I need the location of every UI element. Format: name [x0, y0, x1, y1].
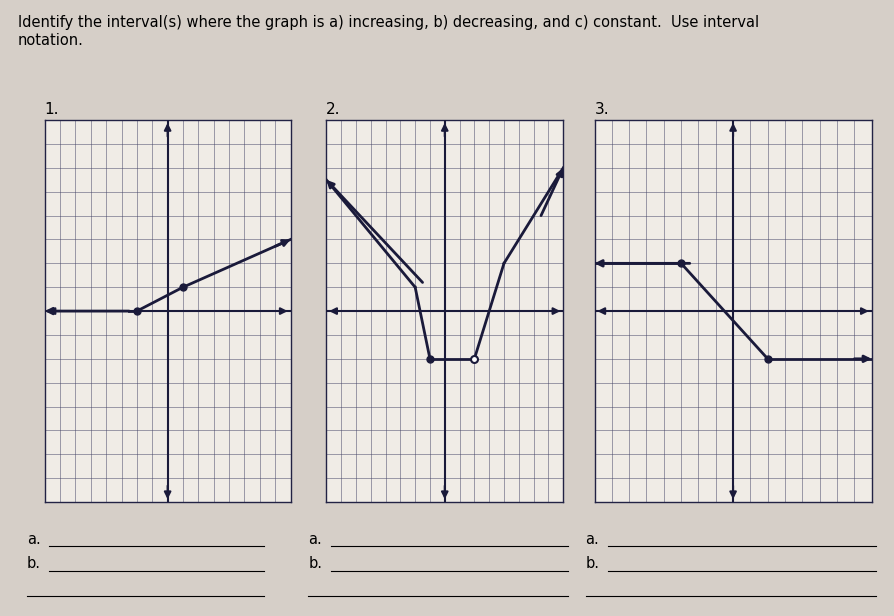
Text: b.: b. [586, 556, 600, 571]
Text: a.: a. [586, 532, 599, 546]
Text: 3.: 3. [595, 102, 609, 117]
Text: a.: a. [308, 532, 322, 546]
Text: 1.: 1. [45, 102, 59, 117]
Text: Identify the interval(s) where the graph is a) increasing, b) decreasing, and c): Identify the interval(s) where the graph… [18, 15, 759, 48]
Text: b.: b. [27, 556, 41, 571]
Text: a.: a. [27, 532, 40, 546]
Text: 2.: 2. [326, 102, 341, 117]
Text: b.: b. [308, 556, 323, 571]
